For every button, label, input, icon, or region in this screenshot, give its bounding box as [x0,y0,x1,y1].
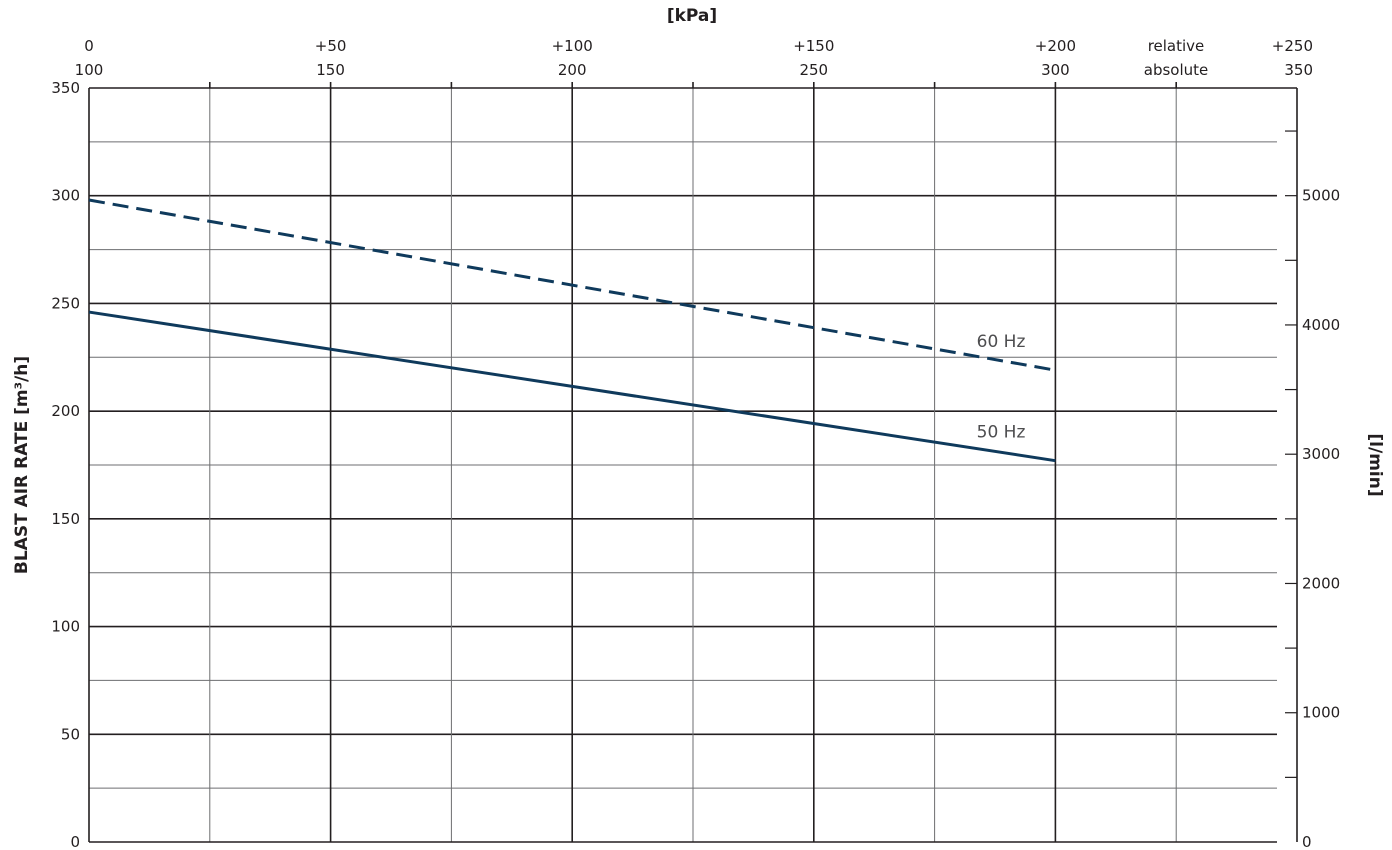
x-absolute-tick-label: 150 [316,61,345,79]
x-relative-tick-label: +150 [793,37,834,55]
x-absolute-tick-label: 250 [799,61,828,79]
x-relative-tick-label: 0 [84,37,94,55]
absolute-label: absolute [1144,61,1209,79]
y-tick-label: 0 [70,833,80,850]
x-absolute-tick-label: 300 [1041,61,1070,79]
series-label-60hz: 60 Hz [977,332,1026,352]
y2-tick-label: 0 [1302,833,1312,850]
x-absolute-tick-label: 200 [558,61,587,79]
y2-tick-label: 4000 [1302,316,1340,334]
y2-tick-label: 3000 [1302,445,1340,463]
y2-tick-label: 2000 [1302,574,1340,592]
x-absolute-tick-label: 350 [1284,61,1313,79]
x-relative-tick-label: +250 [1272,37,1313,55]
y-axis-title: BLAST AIR RATE [m³/h] [12,356,32,574]
y-tick-label: 100 [51,618,80,636]
grid [89,88,1277,842]
top-axis-title: [kPa] [667,6,717,26]
y-tick-label: 50 [61,725,80,743]
y2-tick-label: 5000 [1302,187,1340,205]
y2-axis-title: [l/min] [1365,433,1385,496]
series-line-60hz [88,198,1056,372]
x-relative-tick-label: +100 [552,37,593,55]
y-tick-label: 350 [51,79,80,97]
y-tick-label: 150 [51,510,80,528]
series-line-50hz [88,310,1056,463]
x-relative-tick-label: +200 [1035,37,1076,55]
tick-labels: 0501001502002503003500100020003000400050… [51,37,1340,850]
y-tick-label: 200 [51,402,80,420]
y-tick-label: 300 [51,187,80,205]
relative-label: relative [1148,37,1205,55]
series-label-50hz: 50 Hz [977,423,1026,443]
axes [88,82,1298,843]
x-relative-tick-label: +50 [315,37,347,55]
y-tick-label: 250 [51,294,80,312]
series: 60 Hz 50 Hz [88,198,1056,463]
y2-tick-label: 1000 [1302,704,1340,722]
x-absolute-tick-label: 100 [75,61,104,79]
